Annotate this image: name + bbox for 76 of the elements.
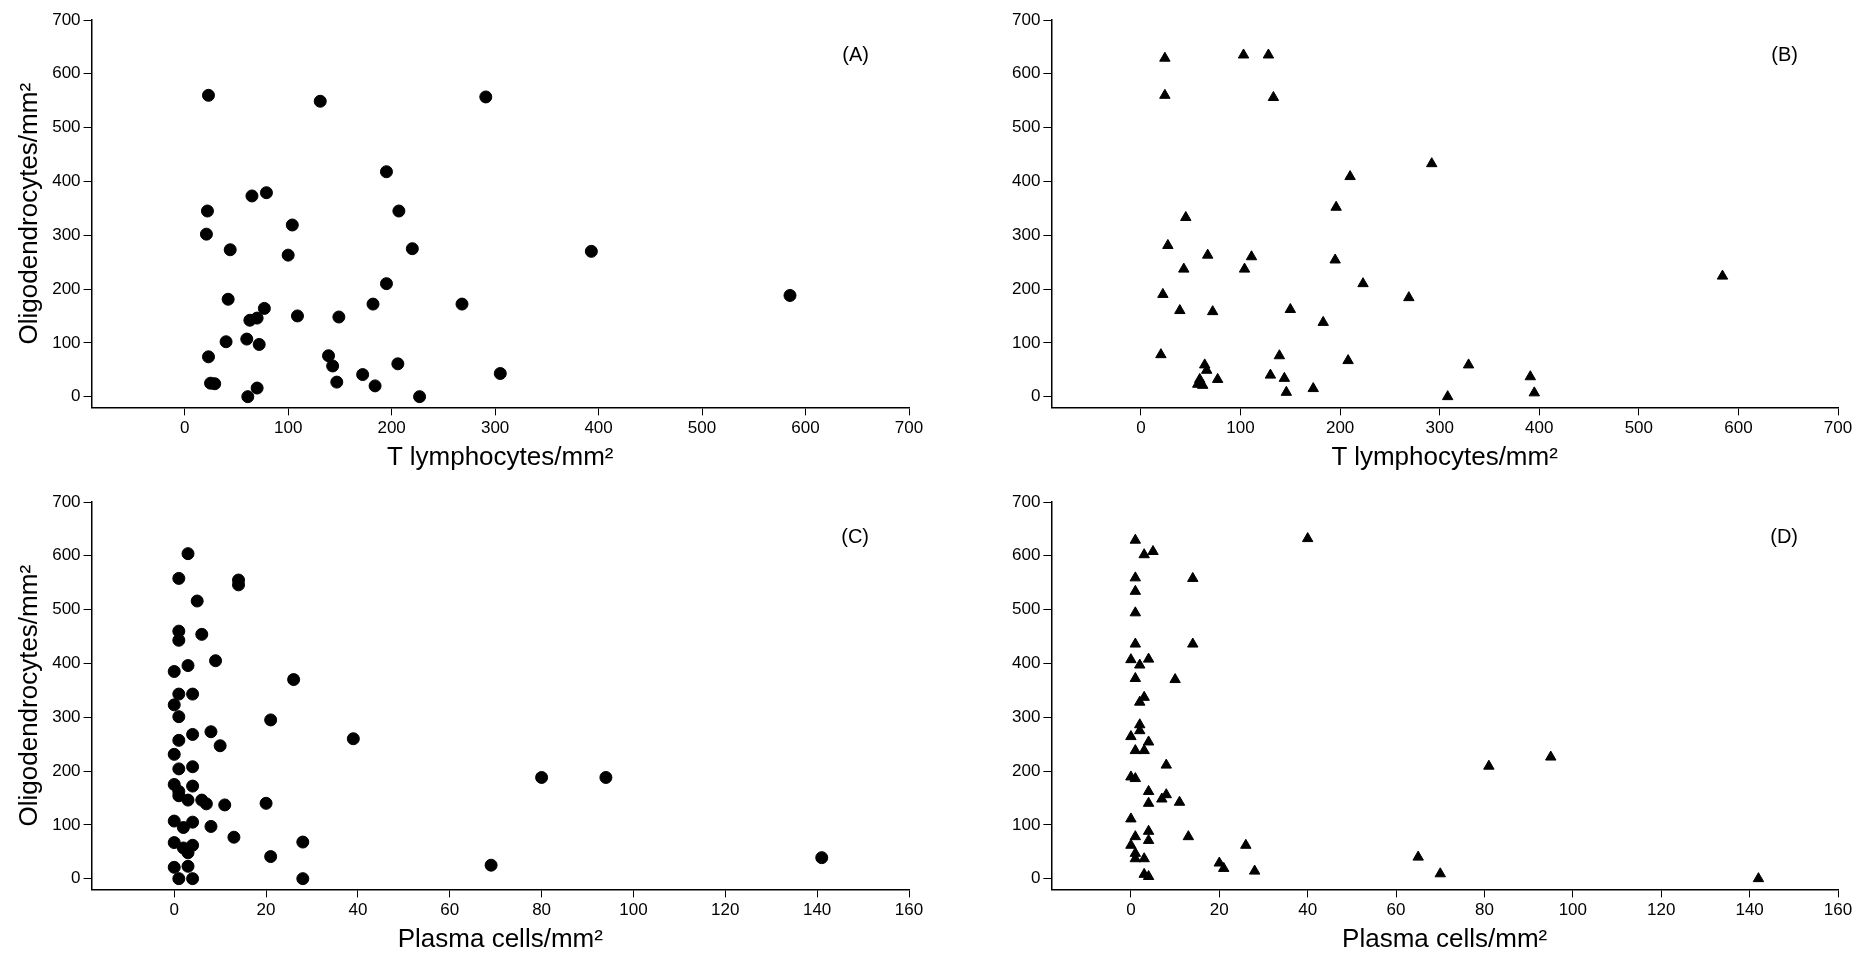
x-tick-label: 400 [1525, 418, 1554, 438]
y-tick-label: 600 [52, 63, 81, 83]
x-tick-label: 0 [179, 418, 190, 438]
y-tick-label: 400 [52, 653, 81, 673]
x-tick-label: 300 [480, 418, 510, 438]
x-tick-label: 60 [1386, 900, 1406, 920]
x-axis-title: Plasma cells/mm² [397, 922, 604, 953]
y-tick-label: 200 [1011, 760, 1041, 780]
y-tick-label: 0 [71, 386, 81, 406]
x-tick-label: 100 [273, 418, 303, 438]
x-tick-label: 80 [532, 900, 552, 920]
x-tick-label: 160 [1823, 900, 1853, 920]
annotation: (A) [842, 42, 869, 65]
y-tick-label: 200 [1011, 278, 1041, 298]
y-tick-label: 600 [1011, 63, 1041, 83]
x-tick-label: 500 [1624, 418, 1654, 438]
y-tick-label: 700 [1011, 491, 1041, 511]
x-tick-label: 300 [1425, 418, 1454, 438]
x-tick-label: 600 [1724, 418, 1753, 438]
x-tick-label: 160 [894, 900, 924, 920]
x-tick-label: 100 [1226, 418, 1255, 438]
x-tick-label: 40 [1298, 900, 1318, 920]
y-tick-label: 100 [52, 332, 81, 352]
x-axis-title: T lymphocytes/mm² [387, 440, 614, 471]
x-tick-label: 100 [1558, 900, 1588, 920]
x-tick-label: 60 [440, 900, 460, 920]
x-tick-label: 0 [169, 900, 179, 920]
annotation: (B) [1771, 42, 1798, 65]
y-tick-label: 500 [52, 117, 81, 137]
y-tick-label: 700 [1011, 9, 1041, 29]
x-axis-title: Plasma cells/mm² [1342, 922, 1548, 953]
y-tick-label: 0 [1030, 386, 1041, 406]
y-tick-label: 600 [52, 545, 81, 565]
x-tick-label: 200 [1325, 418, 1355, 438]
y-tick-label: 100 [1011, 332, 1041, 352]
y-tick-label: 300 [52, 706, 81, 726]
x-tick-label: 0 [1126, 900, 1136, 920]
x-tick-label: 40 [348, 900, 368, 920]
y-tick-label: 0 [1030, 868, 1041, 888]
y-tick-label: 200 [52, 760, 81, 780]
x-tick-label: 140 [802, 900, 832, 920]
y-tick-label: 500 [52, 599, 81, 619]
y-tick-label: 300 [52, 224, 81, 244]
x-tick-label: 80 [1474, 900, 1494, 920]
x-tick-label: 20 [256, 900, 276, 920]
x-tick-label: 20 [1209, 900, 1229, 920]
y-tick-label: 0 [71, 868, 81, 888]
y-tick-label: 200 [52, 278, 81, 298]
x-tick-label: 0 [1136, 418, 1146, 438]
x-tick-label: 700 [894, 418, 924, 438]
x-tick-label: 400 [584, 418, 613, 438]
y-tick-label: 700 [52, 491, 81, 511]
y-axis-title: Oligodendrocytes/mm² [12, 564, 43, 827]
y-tick-label: 500 [1011, 599, 1041, 619]
x-tick-label: 600 [791, 418, 820, 438]
x-tick-label: 500 [687, 418, 717, 438]
y-tick-label: 100 [1011, 814, 1041, 834]
x-tick-label: 120 [1647, 900, 1676, 920]
x-tick-label: 700 [1823, 418, 1853, 438]
y-tick-label: 400 [1011, 653, 1041, 673]
annotation: (D) [1770, 524, 1798, 547]
y-tick-label: 100 [52, 814, 81, 834]
x-tick-label: 120 [711, 900, 740, 920]
y-tick-label: 300 [1011, 224, 1041, 244]
y-tick-label: 500 [1011, 117, 1041, 137]
y-tick-label: 600 [1011, 545, 1041, 565]
y-axis-title: Oligodendrocytes/mm² [12, 82, 43, 345]
annotation: (C) [841, 524, 869, 547]
x-tick-label: 100 [619, 900, 648, 920]
x-tick-label: 200 [377, 418, 406, 438]
y-tick-label: 400 [1011, 171, 1041, 191]
x-tick-label: 140 [1735, 900, 1764, 920]
y-tick-label: 400 [52, 171, 81, 191]
y-tick-label: 700 [52, 9, 81, 29]
x-axis-title: T lymphocytes/mm² [1331, 440, 1559, 471]
y-tick-label: 300 [1011, 706, 1041, 726]
